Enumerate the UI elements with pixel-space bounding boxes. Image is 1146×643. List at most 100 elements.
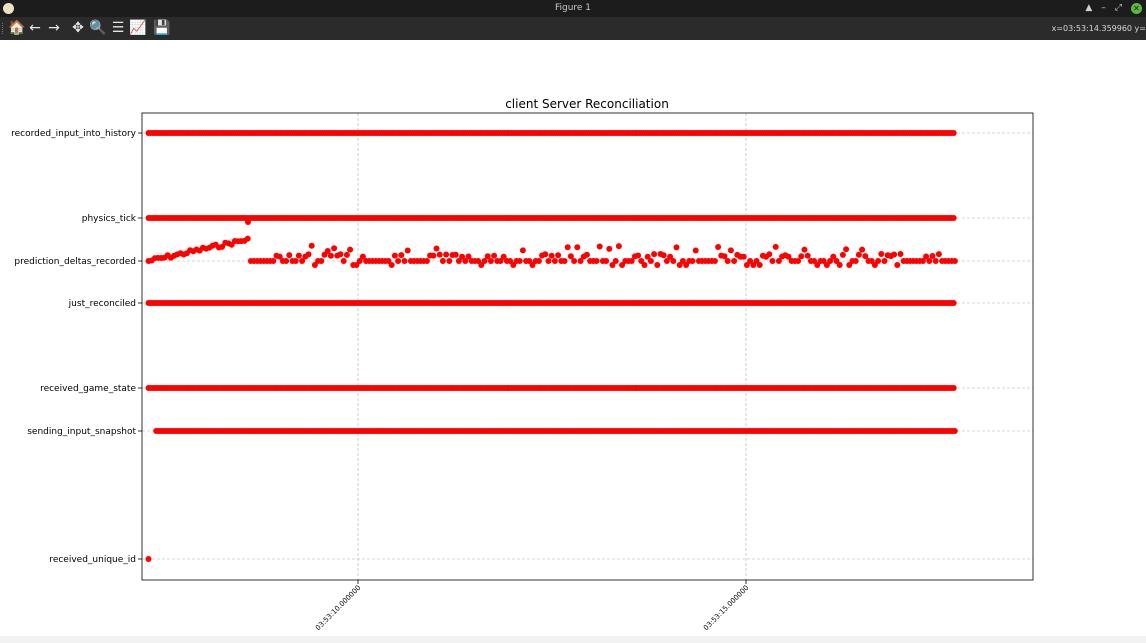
prediction-deltas-recorded-marker	[721, 253, 728, 260]
prediction-deltas-recorded-marker	[510, 262, 517, 268]
prediction-deltas-recorded-marker	[295, 252, 302, 259]
prediction-deltas-recorded-marker	[772, 243, 779, 250]
prediction-deltas-recorded-marker	[926, 258, 933, 264]
sending-input-snapshot-marker	[951, 428, 958, 434]
window-titlebar: Figure 1 ▲ – ⤢ ✕	[0, 0, 1146, 17]
received-game-state-marker	[950, 385, 957, 391]
prediction-deltas-recorded-marker	[391, 252, 398, 259]
prediction-deltas-recorded-marker	[814, 262, 821, 268]
prediction-deltas-recorded-marker	[715, 244, 722, 250]
prediction-deltas-recorded-marker	[891, 251, 898, 258]
coordinate-readout: x=03:53:14.359960 y=	[1051, 24, 1146, 33]
prediction-deltas-recorded-marker	[359, 253, 366, 260]
prediction-deltas-recorded-marker	[731, 258, 738, 264]
prediction-deltas-recorded-marker	[443, 251, 450, 258]
prediction-deltas-recorded-marker	[433, 245, 440, 252]
prediction-deltas-recorded-marker	[846, 262, 853, 268]
chart-figure: client Server Reconciliation received_un…	[11, 97, 1034, 632]
y-tick-label: received_unique_id	[49, 555, 136, 565]
chart-title: client Server Reconciliation	[505, 97, 669, 111]
physics-tick-marker	[950, 215, 957, 221]
pan-icon[interactable]: ✥	[72, 20, 84, 36]
prediction-deltas-recorded-marker	[516, 258, 523, 264]
prediction-deltas-recorded-marker	[727, 247, 734, 254]
prediction-deltas-recorded-marker	[535, 258, 542, 264]
prediction-deltas-recorded-marker	[651, 251, 658, 258]
prediction-deltas-recorded-marker	[724, 258, 731, 264]
prediction-deltas-recorded-marker	[519, 247, 526, 254]
prediction-deltas-recorded-marker	[660, 252, 667, 259]
recorded-input-into-history-marker	[950, 130, 957, 136]
prediction-deltas-recorded-marker	[340, 258, 347, 264]
prediction-deltas-recorded-marker	[331, 245, 338, 252]
prediction-deltas-recorded-marker	[615, 243, 622, 250]
maximize-button[interactable]: ⤢	[1114, 3, 1122, 13]
zoom-icon[interactable]: 🔍	[89, 20, 107, 36]
prediction-deltas-recorded-marker	[868, 258, 875, 264]
prediction-deltas-recorded-marker	[644, 253, 651, 260]
prediction-deltas-recorded-marker	[603, 258, 610, 264]
prediction-deltas-recorded-marker	[491, 252, 498, 259]
prediction-deltas-recorded-marker	[462, 258, 469, 264]
prediction-deltas-recorded-marker	[827, 258, 834, 264]
close-button[interactable]: ✕	[1131, 3, 1142, 14]
prediction-deltas-recorded-marker	[667, 253, 674, 260]
y-axis-ticks: received_unique_id sending_input_snapshot…	[11, 129, 142, 565]
back-icon[interactable]: ←	[29, 20, 41, 36]
prediction-deltas-recorded-marker	[711, 258, 718, 264]
edit-curve-icon[interactable]: 📈	[129, 20, 147, 36]
prediction-deltas-recorded-marker	[551, 258, 558, 264]
prediction-deltas-recorded-marker	[635, 252, 642, 259]
prediction-deltas-recorded-marker	[356, 258, 363, 264]
prediction-deltas-recorded-marker	[404, 247, 411, 254]
prediction-deltas-recorded-marker	[395, 258, 402, 264]
prediction-deltas-recorded-marker	[571, 258, 578, 264]
prediction-deltas-recorded-marker	[843, 246, 850, 253]
prediction-deltas-recorded-marker	[743, 262, 750, 268]
prediction-deltas-recorded-marker	[951, 258, 958, 264]
prediction-deltas-recorded-marker	[481, 258, 488, 264]
save-icon[interactable]: 💾	[153, 20, 171, 36]
home-icon[interactable]: 🏠	[8, 20, 26, 36]
prediction-deltas-recorded-marker	[795, 258, 802, 264]
prediction-deltas-recorded-marker	[475, 258, 482, 264]
prediction-deltas-recorded-marker	[663, 258, 670, 264]
minimize-button[interactable]: –	[1101, 3, 1106, 13]
toolbar-grip[interactable]	[2, 23, 5, 34]
prediction-deltas-recorded-marker	[270, 258, 277, 264]
received-unique-id-marker	[145, 556, 152, 562]
prediction-deltas-recorded-marker	[932, 258, 939, 264]
prediction-deltas-recorded-marker	[497, 258, 504, 264]
prediction-deltas-recorded-marker	[606, 245, 613, 252]
prediction-deltas-recorded-marker	[439, 258, 446, 264]
prediction-deltas-recorded-marker	[881, 258, 888, 264]
shade-button[interactable]: ▲	[1085, 3, 1093, 13]
prediction-deltas-recorded-marker	[500, 253, 507, 260]
y-tick-label: received_game_state	[40, 384, 136, 394]
prediction-deltas-recorded-marker	[245, 219, 251, 225]
prediction-deltas-recorded-marker	[654, 262, 661, 268]
prediction-deltas-recorded-marker	[862, 253, 869, 260]
prediction-deltas-recorded-marker	[401, 258, 408, 264]
prediction-deltas-recorded-marker	[484, 253, 491, 260]
forward-icon[interactable]: →	[48, 20, 60, 36]
prediction-deltas-recorded-marker	[318, 258, 325, 264]
prediction-deltas-recorded-marker	[244, 235, 251, 242]
prediction-deltas-recorded-marker	[612, 258, 619, 264]
prediction-deltas-recorded-marker	[775, 258, 782, 264]
subplots-icon[interactable]: ☰	[111, 20, 125, 36]
prediction-deltas-recorded-marker	[455, 258, 462, 264]
status-strip	[0, 636, 1146, 643]
prediction-deltas-recorded-marker	[820, 258, 827, 264]
prediction-deltas-recorded-marker	[292, 258, 299, 264]
prediction-deltas-recorded-marker	[689, 258, 696, 264]
prediction-deltas-recorded-marker	[619, 262, 626, 268]
prediction-deltas-recorded-marker	[343, 251, 350, 258]
prediction-deltas-recorded-marker	[596, 243, 603, 250]
prediction-deltas-recorded-marker	[465, 253, 472, 260]
y-tick-label: just_reconciled	[68, 299, 136, 309]
prediction-deltas-recorded-marker	[487, 258, 494, 264]
prediction-deltas-recorded-marker	[542, 251, 549, 258]
prediction-deltas-recorded-marker	[353, 262, 360, 268]
prediction-deltas-recorded-marker	[299, 258, 306, 264]
